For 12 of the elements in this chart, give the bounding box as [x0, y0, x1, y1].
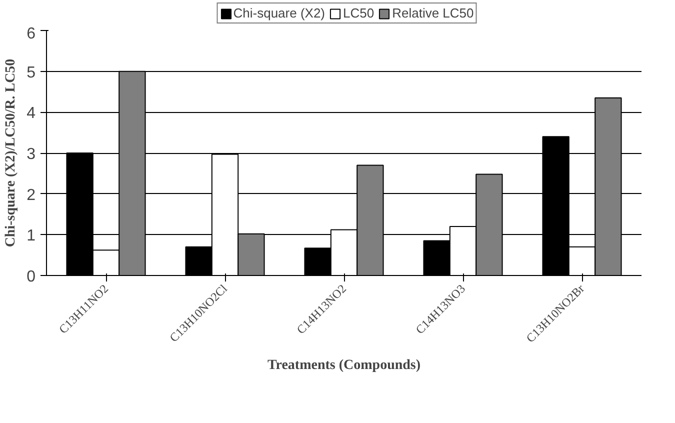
y-axis-title: Chi-square (X2)/LC50/R. LC50 — [4, 58, 19, 248]
x-axis-title: Treatments (Compounds) — [267, 358, 421, 374]
y-tick-label: 1 — [26, 228, 36, 245]
y-tick-label: 5 — [26, 64, 36, 82]
legend-label: Chi-square (X2) — [233, 6, 326, 20]
y-tick-label: 6 — [26, 26, 36, 42]
y-tick-label: 0 — [26, 268, 36, 286]
legend-label: LC50 — [343, 6, 374, 20]
legend-label: Relative LC50 — [392, 6, 474, 20]
y-tick-label: 2 — [26, 186, 36, 204]
y-tick-label: 4 — [26, 105, 36, 122]
y-tick-label: 3 — [26, 146, 36, 163]
